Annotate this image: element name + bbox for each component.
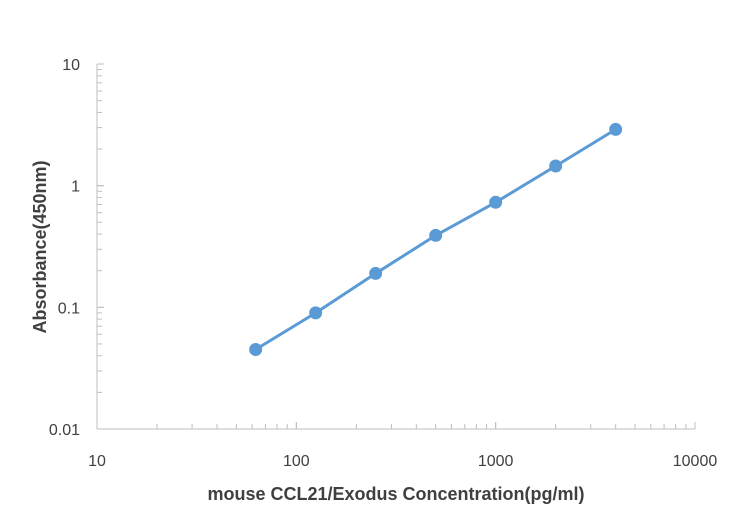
x-tick-label: 1000: [478, 453, 514, 470]
axes: [96, 64, 695, 430]
x-tick-label: 10000: [673, 453, 718, 470]
y-tick-label: 1: [71, 179, 80, 196]
y-axis-title: Absorbance(450nm): [30, 160, 50, 333]
x-tick-label: 100: [283, 453, 310, 470]
data-point: [549, 159, 563, 173]
x-axis-title: mouse CCL21/Exodus Concentration(pg/ml): [207, 484, 584, 504]
data-point: [309, 306, 323, 320]
y-tick-labels: 0.01 0.1 1 10: [49, 57, 80, 439]
data-point: [489, 195, 503, 209]
data-point: [369, 266, 383, 280]
data-point: [249, 343, 263, 357]
x-tick-labels: 10 100 1000 10000: [88, 453, 717, 470]
x-tick-label: 10: [88, 453, 106, 470]
y-tick-label: 10: [62, 57, 80, 74]
data-point: [429, 228, 443, 242]
y-tick-label: 0.1: [58, 300, 80, 317]
series-layer: [249, 122, 623, 357]
y-tick-label: 0.01: [49, 422, 80, 439]
y-minor-ticks: [97, 63, 104, 430]
data-point: [609, 122, 623, 136]
x-minor-ticks: [96, 422, 696, 429]
